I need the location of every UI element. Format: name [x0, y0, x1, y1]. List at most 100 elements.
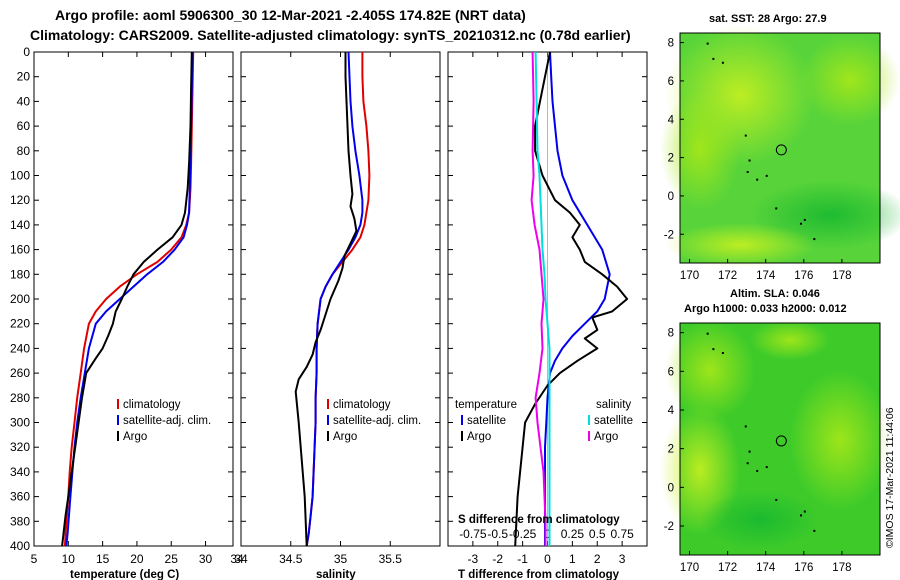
island-speck	[712, 348, 715, 351]
depth-tick-label: 260	[10, 366, 30, 380]
legend-swatch-s-satellite	[588, 415, 590, 425]
depth-tick-label: 380	[10, 514, 30, 528]
legend-swatch-argo	[327, 431, 329, 441]
island-speck	[800, 222, 802, 225]
map-y-tick-label: 0	[668, 482, 674, 494]
legend-swatch-climatology	[117, 399, 119, 409]
island-speck	[813, 529, 816, 532]
sla-map-title: Altim. SLA: 0.046	[730, 288, 820, 300]
depth-tick-label: 340	[10, 465, 30, 479]
depth-tick-label: 200	[10, 292, 30, 306]
island-speck	[712, 57, 715, 60]
s-diff-tick-label: 0.75	[610, 527, 634, 541]
x-tick-label: 35.5	[379, 552, 403, 566]
x-tick-label: 0	[544, 552, 551, 566]
x-tick-label: 20	[130, 552, 144, 566]
legend-climatology: climatology	[123, 399, 181, 411]
title-line-1: Argo profile: aoml 5906300_30 12-Mar-202…	[55, 7, 526, 23]
temperature-series	[61, 52, 195, 546]
temperature-legend: climatology satellite-adj. clim. Argo	[117, 399, 211, 443]
difference-series	[514, 52, 629, 546]
legend-t-argo: Argo	[467, 431, 491, 443]
sla-map-panel: Altim. SLA: 0.046 Argo h1000: 0.033 h200…	[660, 288, 890, 574]
island-speck	[721, 61, 724, 64]
map-x-tick-label: 176	[794, 270, 813, 282]
salinity-axes-frame	[240, 51, 441, 547]
s-diff-tick-label: -0.75	[459, 527, 487, 541]
map-y-tick-label: 6	[668, 366, 674, 378]
s-diff-tick-label: -0.5	[487, 527, 508, 541]
depth-tick-label: 40	[17, 94, 31, 108]
series-line-satellite-adj-clim-	[305, 52, 364, 546]
title-line-2: Climatology: CARS2009. Satellite-adjuste…	[30, 27, 631, 43]
legend-swatch-satellite	[117, 415, 119, 425]
depth-tick-label: 180	[10, 267, 30, 281]
depth-tick-label: 320	[10, 440, 30, 454]
island-speck	[746, 171, 749, 173]
island-speck	[803, 510, 806, 513]
sst-warm-patch	[800, 35, 900, 125]
island-speck	[765, 174, 768, 177]
depth-tick-label: 0	[23, 45, 30, 59]
island-speck	[746, 462, 749, 465]
island-speck	[803, 218, 806, 221]
sla-map-ticks: 170 172 174 176 178 8 6 4 2 0 -2	[664, 328, 852, 574]
island-speck	[706, 42, 709, 45]
x-tick-label: -2	[492, 552, 503, 566]
legend-satellite-adj: satellite-adj. clim.	[123, 415, 211, 427]
map-y-tick-label: 4	[668, 114, 675, 126]
map-x-tick-label: 172	[718, 562, 737, 574]
map-x-tick-label: 170	[680, 270, 699, 282]
map-x-tick-label: 178	[832, 562, 851, 574]
x-tick-label: 30	[199, 552, 213, 566]
legend-swatch-s-argo	[588, 431, 590, 441]
sla-high-patch	[750, 320, 830, 360]
legend-s-argo: Argo	[594, 431, 618, 443]
temperature-ticks: 0 20 40 60 80 100 120 140 160 180 200 220 240 260 280 3…	[10, 45, 244, 566]
salinity-legend: climatology satellite-adj. clim. Argo	[327, 399, 421, 443]
depth-tick-label: 400	[10, 539, 30, 553]
x-tick-label: 1	[569, 552, 576, 566]
salinity-xlabel: salinity	[316, 569, 356, 580]
temperature-axes-frame	[33, 51, 234, 547]
island-speck	[721, 352, 724, 354]
x-tick-label: 25	[165, 552, 179, 566]
x-tick-label: 34.5	[279, 552, 303, 566]
legend-t-satellite: satellite	[467, 415, 506, 427]
series-line-argo	[61, 52, 193, 546]
sst-map-ticks: 170 172 174 176 178 8 6 4 2 0 -2	[664, 38, 852, 282]
series-line-salinity-argo	[530, 52, 547, 546]
salinity-series	[294, 52, 371, 546]
x-tick-label: 34	[230, 552, 244, 566]
legend-climatology: climatology	[333, 399, 391, 411]
sla-map-image	[660, 320, 890, 556]
map-y-tick-label: 2	[668, 444, 674, 456]
temperature-panel: 0 20 40 60 80 100 120 140 160 180 200 220 240 260 280 3…	[10, 45, 244, 580]
depth-tick-label: 160	[10, 243, 30, 257]
depth-tick-label: 140	[10, 218, 30, 232]
depth-tick-label: 220	[10, 317, 30, 331]
island-speck	[748, 450, 751, 453]
series-line-temperature-argo	[514, 52, 629, 546]
x-tick-label: -3	[468, 552, 479, 566]
salinity-panel: 34 34.5 35 35.5 salinity climatology satell…	[234, 51, 441, 580]
depth-tick-label: 120	[10, 193, 30, 207]
map-x-tick-label: 172	[718, 270, 737, 282]
difference-xlabel: T difference from climatology	[458, 569, 620, 580]
depth-tick-label: 240	[10, 341, 30, 355]
map-y-tick-label: -2	[664, 521, 674, 533]
sst-map-panel: sat. SST: 28 Argo: 27.9 170 172 174 176 178 8…	[660, 13, 900, 282]
island-speck	[813, 238, 816, 241]
x-tick-label: 10	[62, 552, 76, 566]
island-speck	[706, 332, 709, 335]
island-speck	[775, 207, 778, 210]
sla-low-patch	[700, 490, 820, 550]
map-x-tick-label: 174	[756, 270, 776, 282]
depth-tick-label: 60	[17, 119, 31, 133]
x-tick-label: 5	[31, 552, 38, 566]
s-diff-tick-label: 0.25	[561, 527, 585, 541]
difference-legend: temperature salinity satellite Argo sate…	[455, 399, 633, 443]
map-x-tick-label: 178	[832, 270, 851, 282]
depth-tick-label: 300	[10, 416, 30, 430]
legend-swatch-satellite	[327, 415, 329, 425]
